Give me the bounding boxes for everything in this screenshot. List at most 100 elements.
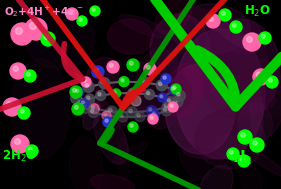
Circle shape bbox=[89, 108, 98, 118]
Ellipse shape bbox=[25, 9, 95, 69]
Ellipse shape bbox=[119, 15, 167, 37]
FancyArrowPatch shape bbox=[100, 0, 281, 189]
Circle shape bbox=[90, 109, 94, 113]
Ellipse shape bbox=[239, 103, 272, 145]
Ellipse shape bbox=[170, 4, 250, 54]
Circle shape bbox=[81, 103, 91, 113]
Circle shape bbox=[164, 104, 168, 107]
Circle shape bbox=[26, 72, 30, 76]
Ellipse shape bbox=[214, 20, 253, 50]
Circle shape bbox=[24, 70, 36, 82]
Circle shape bbox=[144, 63, 156, 75]
Circle shape bbox=[77, 16, 87, 26]
Circle shape bbox=[146, 65, 150, 69]
Circle shape bbox=[6, 102, 12, 107]
Circle shape bbox=[238, 130, 252, 144]
Circle shape bbox=[72, 88, 76, 92]
Circle shape bbox=[219, 9, 231, 21]
Circle shape bbox=[130, 124, 133, 127]
Circle shape bbox=[83, 105, 86, 108]
Ellipse shape bbox=[230, 24, 260, 53]
Circle shape bbox=[158, 82, 162, 85]
Circle shape bbox=[96, 91, 106, 101]
Ellipse shape bbox=[102, 60, 137, 101]
Circle shape bbox=[259, 32, 271, 44]
Circle shape bbox=[101, 80, 105, 84]
Ellipse shape bbox=[109, 99, 148, 127]
Ellipse shape bbox=[135, 107, 158, 120]
Ellipse shape bbox=[182, 147, 223, 159]
Circle shape bbox=[3, 98, 21, 116]
Circle shape bbox=[229, 150, 233, 154]
Ellipse shape bbox=[110, 92, 151, 114]
Circle shape bbox=[238, 155, 250, 167]
Ellipse shape bbox=[94, 113, 128, 164]
Ellipse shape bbox=[150, 14, 210, 84]
Circle shape bbox=[137, 114, 140, 117]
Circle shape bbox=[169, 85, 179, 95]
Ellipse shape bbox=[240, 165, 263, 189]
Circle shape bbox=[144, 89, 155, 99]
Circle shape bbox=[26, 145, 38, 157]
Circle shape bbox=[81, 77, 91, 87]
Circle shape bbox=[18, 107, 30, 119]
Circle shape bbox=[83, 81, 94, 92]
Circle shape bbox=[241, 157, 244, 161]
Ellipse shape bbox=[182, 53, 216, 96]
Circle shape bbox=[161, 74, 171, 84]
Ellipse shape bbox=[69, 137, 103, 189]
Circle shape bbox=[113, 91, 116, 94]
Circle shape bbox=[11, 23, 33, 45]
Ellipse shape bbox=[230, 20, 261, 54]
Ellipse shape bbox=[108, 19, 153, 54]
Circle shape bbox=[171, 84, 181, 94]
Circle shape bbox=[172, 96, 183, 107]
Ellipse shape bbox=[83, 102, 101, 130]
Circle shape bbox=[92, 66, 104, 78]
Circle shape bbox=[73, 95, 76, 98]
Ellipse shape bbox=[131, 89, 162, 116]
Ellipse shape bbox=[199, 166, 233, 189]
Circle shape bbox=[107, 61, 119, 73]
Circle shape bbox=[141, 79, 144, 83]
Ellipse shape bbox=[244, 45, 267, 83]
Circle shape bbox=[81, 101, 85, 104]
Circle shape bbox=[89, 104, 99, 114]
Circle shape bbox=[30, 22, 37, 29]
Circle shape bbox=[74, 87, 83, 97]
Ellipse shape bbox=[195, 109, 265, 169]
FancyArrowPatch shape bbox=[0, 0, 83, 140]
Ellipse shape bbox=[165, 64, 235, 154]
Ellipse shape bbox=[87, 94, 128, 126]
Circle shape bbox=[149, 108, 152, 111]
Circle shape bbox=[167, 99, 171, 102]
Circle shape bbox=[119, 77, 129, 87]
Circle shape bbox=[170, 104, 173, 107]
Ellipse shape bbox=[235, 59, 281, 139]
Text: H$_2$: H$_2$ bbox=[232, 148, 253, 167]
Circle shape bbox=[102, 111, 111, 120]
Circle shape bbox=[158, 93, 167, 102]
Circle shape bbox=[150, 116, 153, 119]
Circle shape bbox=[174, 98, 178, 102]
Ellipse shape bbox=[112, 142, 148, 165]
Circle shape bbox=[266, 76, 278, 88]
Circle shape bbox=[131, 96, 141, 106]
Circle shape bbox=[70, 86, 82, 98]
Ellipse shape bbox=[182, 7, 229, 32]
Ellipse shape bbox=[228, 84, 281, 96]
Circle shape bbox=[250, 138, 264, 152]
Circle shape bbox=[109, 108, 112, 112]
Ellipse shape bbox=[199, 19, 228, 46]
Circle shape bbox=[90, 6, 100, 16]
Circle shape bbox=[21, 109, 24, 113]
Circle shape bbox=[66, 8, 78, 20]
Circle shape bbox=[109, 63, 113, 67]
Ellipse shape bbox=[239, 144, 281, 177]
Circle shape bbox=[99, 78, 110, 89]
Circle shape bbox=[44, 35, 48, 39]
Circle shape bbox=[173, 86, 176, 89]
Circle shape bbox=[256, 72, 261, 77]
Circle shape bbox=[243, 33, 261, 51]
Circle shape bbox=[25, 18, 47, 40]
